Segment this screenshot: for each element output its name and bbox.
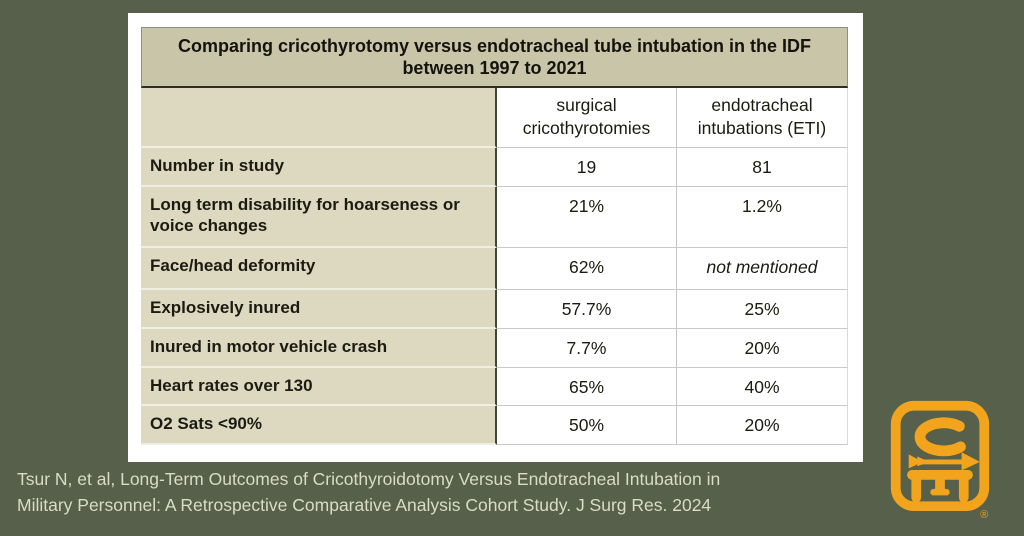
- table-row: Inured in motor vehicle crash 7.7% 20%: [141, 329, 848, 368]
- table-header-row: surgical cricothyrotomies endotracheal i…: [141, 88, 848, 148]
- eti-value-cell: 20%: [677, 406, 848, 445]
- row-label-cell: Heart rates over 130: [141, 368, 497, 406]
- surgical-value-cell: 21%: [497, 187, 677, 248]
- eti-value-cell: not mentioned: [677, 248, 848, 290]
- row-label-cell: Inured in motor vehicle crash: [141, 329, 497, 368]
- header-endotracheal-intubations: endotracheal intubations (ETI): [677, 88, 848, 148]
- surgical-value-cell: 57.7%: [497, 290, 677, 329]
- row-label-cell: Explosively inured: [141, 290, 497, 329]
- row-label-cell: Long term disability for hoarseness or v…: [141, 187, 497, 248]
- eti-value-cell: 81: [677, 148, 848, 187]
- citation-text: Tsur N, et al, Long-Term Outcomes of Cri…: [17, 466, 757, 519]
- table-card: Comparing cricothyrotomy versus endotrac…: [128, 13, 863, 462]
- table-row: O2 Sats <90% 50% 20%: [141, 406, 848, 445]
- eti-value-cell: 40%: [677, 368, 848, 406]
- eti-value-cell: 1.2%: [677, 187, 848, 248]
- comparison-table: Comparing cricothyrotomy versus endotrac…: [141, 27, 849, 445]
- surgical-value-cell: 7.7%: [497, 329, 677, 368]
- table-row: Long term disability for hoarseness or v…: [141, 187, 848, 248]
- eti-value-cell: 25%: [677, 290, 848, 329]
- row-label-cell: O2 Sats <90%: [141, 406, 497, 445]
- surgical-value-cell: 62%: [497, 248, 677, 290]
- header-surgical-cricothyrotomies: surgical cricothyrotomies: [497, 88, 677, 148]
- table-row: Explosively inured 57.7% 25%: [141, 290, 848, 329]
- row-label-cell: Face/head deformity: [141, 248, 497, 290]
- ce-arrow-logo-icon: ®: [890, 400, 990, 521]
- table-row: Heart rates over 130 65% 40%: [141, 368, 848, 406]
- surgical-value-cell: 19: [497, 148, 677, 187]
- table-row: Face/head deformity 62% not mentioned: [141, 248, 848, 290]
- surgical-value-cell: 50%: [497, 406, 677, 445]
- registered-mark: ®: [980, 509, 988, 521]
- table-title: Comparing cricothyrotomy versus endotrac…: [141, 27, 848, 88]
- row-label-cell: Number in study: [141, 148, 497, 187]
- citation-line-1: Tsur N, et al, Long-Term Outcomes of Cri…: [17, 469, 721, 489]
- eti-value-cell: 20%: [677, 329, 848, 368]
- surgical-value-cell: 65%: [497, 368, 677, 406]
- header-empty-cell: [141, 88, 497, 148]
- citation-line-2: Military Personnel: A Retrospective Comp…: [17, 495, 712, 516]
- table-row: Number in study 19 81: [141, 148, 848, 187]
